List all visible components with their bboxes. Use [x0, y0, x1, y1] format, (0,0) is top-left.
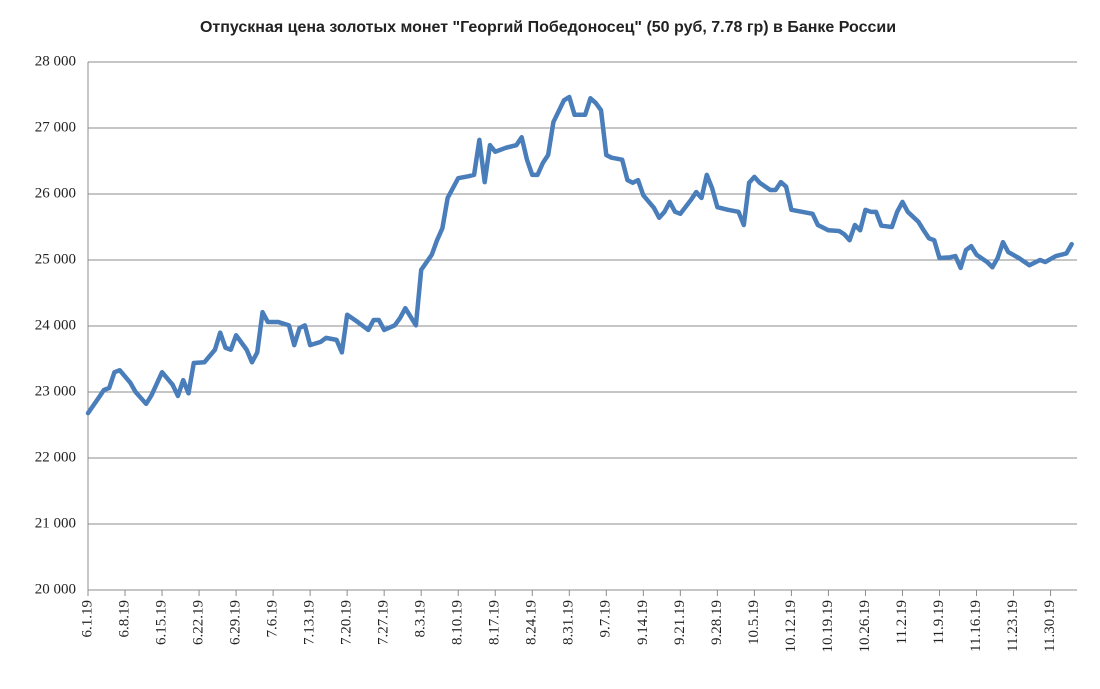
x-tick-label: 8.10.19 — [450, 600, 466, 645]
x-tick-label: 7.13.19 — [302, 600, 318, 645]
x-tick-label: 10.26.19 — [857, 600, 873, 653]
x-tick-label: 10.12.19 — [783, 600, 799, 653]
x-tick-label: 9.28.19 — [709, 600, 725, 645]
x-tick-label: 8.24.19 — [524, 600, 540, 645]
y-tick-label: 22 000 — [35, 449, 76, 465]
x-tick-label: 7.27.19 — [376, 600, 392, 645]
y-tick-label: 27 000 — [35, 119, 76, 135]
x-tick-label: 7.6.19 — [265, 600, 281, 638]
y-tick-label: 26 000 — [35, 185, 76, 201]
x-tick-label: 11.30.19 — [1042, 600, 1058, 652]
x-tick-label: 11.16.19 — [968, 600, 984, 652]
y-tick-label: 20 000 — [35, 581, 76, 597]
price-line — [85, 94, 1074, 416]
x-tick-label: 11.2.19 — [894, 600, 910, 644]
x-tick-label: 9.21.19 — [672, 600, 688, 645]
x-tick-label: 8.31.19 — [561, 600, 577, 645]
x-tick-label: 11.23.19 — [1005, 600, 1021, 652]
x-tick-label: 10.19.19 — [820, 600, 836, 653]
y-tick-label: 23 000 — [35, 383, 76, 399]
y-tick-label: 21 000 — [35, 515, 76, 531]
x-tick-label: 6.29.19 — [228, 600, 244, 645]
x-tick-label: 6.15.19 — [153, 600, 169, 645]
x-tick-label: 8.17.19 — [487, 600, 503, 645]
x-tick-label: 8.3.19 — [413, 600, 429, 638]
y-tick-label: 24 000 — [35, 317, 76, 333]
x-tick-label: 6.8.19 — [116, 600, 132, 638]
chart-title: Отпускная цена золотых монет "Георгий По… — [200, 19, 896, 36]
x-tick-label: 6.1.19 — [79, 600, 95, 638]
x-tick-label: 10.5.19 — [746, 600, 762, 645]
x-tick-label: 9.7.19 — [598, 600, 614, 638]
y-tick-label: 28 000 — [35, 53, 76, 69]
x-tick-label: 7.20.19 — [339, 600, 355, 645]
y-tick-label: 25 000 — [35, 251, 76, 267]
x-tick-label: 11.9.19 — [931, 600, 947, 644]
x-tick-label: 6.22.19 — [191, 600, 207, 645]
x-tick-label: 9.14.19 — [635, 600, 651, 645]
